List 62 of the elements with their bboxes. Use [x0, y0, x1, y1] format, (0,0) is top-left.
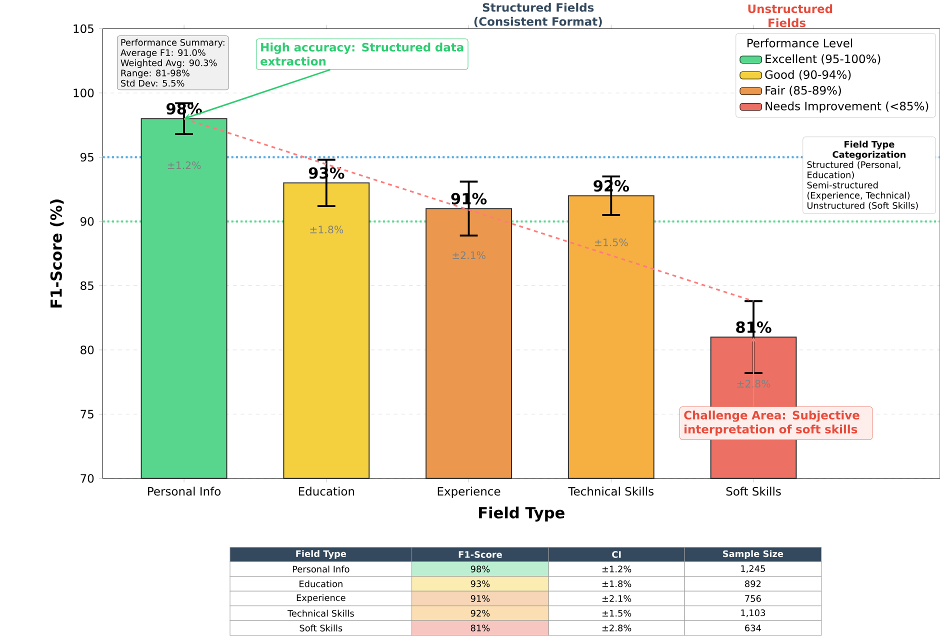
annotation: Average F1: 91.0% — [120, 49, 206, 58]
annotation: Challenge Area: Subjective interpretation of soft skills — [684, 410, 860, 436]
y-tick-label: 75 — [80, 410, 94, 418]
y-tick-label: 85 — [80, 281, 94, 290]
text: Sample Size — [723, 550, 784, 559]
text: ±1.5% — [602, 610, 632, 616]
annotation: Unstructured (Soft Skills) — [807, 202, 918, 210]
x-tick-label: Personal Info — [148, 486, 221, 496]
annotation: Std Dev: 5.5% — [121, 80, 184, 86]
annotation: High accuracy: Structured data extraction — [260, 42, 464, 66]
x-tick-label: Education — [298, 486, 354, 496]
annotation: ±1.8% — [310, 226, 344, 234]
text: ±2.8% — [602, 624, 632, 632]
text: 98% — [470, 566, 490, 572]
text: 91% — [470, 594, 490, 602]
text: 634 — [745, 624, 761, 632]
x-tick-label: Soft Skills — [726, 486, 781, 496]
y-tick-label: 95 — [80, 152, 94, 162]
annotation: ±2.1% — [452, 251, 486, 259]
category-label: Soft Skills — [300, 624, 342, 632]
legend-label: Needs Improvement (<85%) — [766, 101, 928, 112]
text: CI — [612, 550, 621, 558]
annotation: Semi-structured (Experience, Technical) — [807, 181, 910, 200]
y-tick-label: 80 — [80, 345, 94, 354]
text: 1,245 — [741, 565, 765, 573]
text: Field Type — [296, 550, 346, 559]
y-tick-label: 70 — [80, 474, 94, 483]
x-axis-title: Field Type — [479, 506, 564, 522]
x-tick-label: Experience — [438, 486, 500, 498]
y-tick-label: 105 — [74, 24, 94, 33]
text: ±2.1% — [602, 594, 632, 602]
annotation: Structured (Personal, Education) — [807, 160, 900, 180]
legend-label: Fair (85-89%) — [766, 86, 841, 96]
category-label: Personal Info — [292, 565, 350, 572]
text: Unstructured Fields — [748, 4, 832, 28]
text: 756 — [745, 594, 761, 602]
text: 892 — [745, 580, 761, 587]
y-tick-label: 100 — [74, 88, 94, 98]
category-label: Experience — [296, 594, 346, 603]
text: 1,103 — [741, 609, 766, 617]
legend-label: Good (90-94%) — [765, 70, 851, 80]
text: ±1.2% — [602, 566, 632, 572]
text: F1-Score — [458, 550, 502, 558]
annotation: Performance Summary: — [121, 38, 224, 48]
annotation: ±1.5% — [594, 238, 628, 246]
text: Structured Fields (Consistent Format) — [474, 2, 602, 28]
x-tick-label: Technical Skills — [568, 486, 654, 496]
text: 92% — [470, 610, 490, 616]
annotation: ±1.2% — [168, 161, 201, 169]
y-axis-title: F1-Score (%) — [50, 199, 64, 308]
text: 93% — [470, 580, 490, 587]
y-tick-label: 90 — [80, 216, 94, 226]
legend-title: Performance Level — [748, 38, 852, 48]
annotation: Range: 81-98% — [121, 70, 190, 78]
annotation: Weighted Avg: 90.3% — [120, 59, 217, 68]
annotation: Field Type Categorization — [832, 140, 906, 160]
category-label: Education — [300, 580, 342, 588]
category-label: Technical Skills — [288, 610, 354, 617]
text: 81% — [470, 624, 490, 632]
legend-label: Excellent (95-100%) — [766, 54, 880, 64]
text: ±1.8% — [602, 580, 632, 587]
annotation: ±2.8% — [737, 380, 770, 388]
